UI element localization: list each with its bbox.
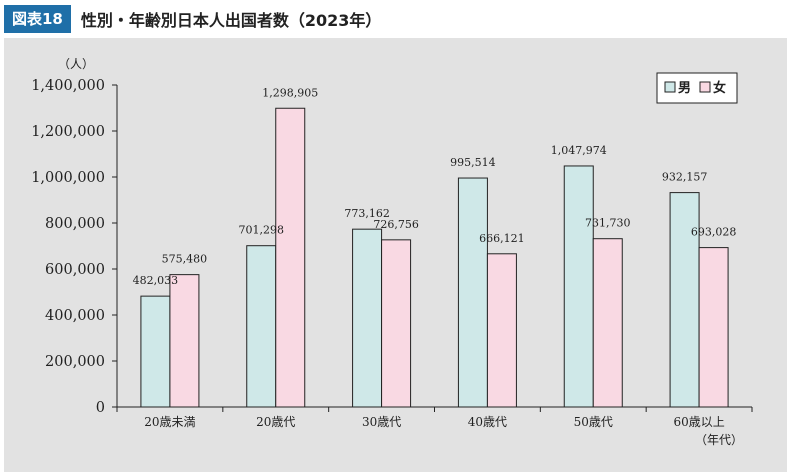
chart-title: 性別・年齢別日本人出国者数（2023年） xyxy=(80,11,382,30)
bar-male xyxy=(563,165,594,408)
data-label-male: 995,514 xyxy=(450,156,496,169)
legend-label-female: 女 xyxy=(713,80,726,96)
axes: 0 200,000 400,000 600,000 800,000 1,000,000 1,… xyxy=(31,78,753,429)
data-labels: 482,033 575,480 701,298 1,298,905 773,162726… xyxy=(133,86,737,287)
bar-female xyxy=(381,239,412,408)
data-label-male: 1,047,974 xyxy=(551,144,607,157)
legend: 男 女 xyxy=(656,72,738,104)
data-label-male: 482,033 xyxy=(133,274,179,287)
y-tick-label: 0 xyxy=(96,400,105,416)
y-tick-label: 400,000 xyxy=(45,308,105,324)
y-tick-label: 800,000 xyxy=(45,216,105,232)
y-tick-label: 200,000 xyxy=(45,354,105,370)
y-tick-label: 1,400,000 xyxy=(31,78,105,94)
bars xyxy=(140,107,729,408)
bar-female xyxy=(592,238,623,408)
x-tick-label: 20歳代 xyxy=(256,415,295,429)
bar-female xyxy=(275,107,306,408)
bar-male xyxy=(669,192,700,408)
data-label-female: 726,756 xyxy=(373,218,419,231)
data-label-male: 773,162 xyxy=(344,207,390,220)
bar-male xyxy=(457,177,488,408)
x-tick-label: 50歳代 xyxy=(574,415,613,429)
figure-number-badge: 図表18 xyxy=(4,5,71,33)
data-label-female: 693,028 xyxy=(691,226,737,239)
y-tick-label: 1,200,000 xyxy=(31,124,105,140)
legend-swatch-male xyxy=(664,81,676,93)
x-tick-label: 40歳代 xyxy=(468,415,507,429)
data-label-female: 1,298,905 xyxy=(262,86,318,99)
y-tick-label: 1,000,000 xyxy=(31,170,105,186)
legend-swatch-female xyxy=(699,81,711,93)
bar-male xyxy=(352,228,383,408)
bar-female xyxy=(698,247,729,408)
data-label-male: 932,157 xyxy=(662,171,708,184)
x-tick-label: 60歳以上 xyxy=(673,415,724,429)
data-label-male: 701,298 xyxy=(239,224,285,237)
bar-male xyxy=(140,295,171,408)
figure-header: 図表18 性別・年齢別日本人出国者数（2023年） xyxy=(4,5,381,33)
data-label-female: 731,730 xyxy=(585,217,631,230)
bar-male xyxy=(246,245,277,408)
x-axis-unit-label: （年代） xyxy=(695,433,743,447)
bar-female xyxy=(169,274,200,408)
legend-label-male: 男 xyxy=(678,81,691,96)
y-tick-label: 600,000 xyxy=(45,262,105,278)
bar-female xyxy=(486,253,517,408)
data-label-female: 575,480 xyxy=(162,253,208,266)
x-tick-label: 30歳代 xyxy=(362,415,401,429)
y-axis-unit-label: （人） xyxy=(58,57,94,71)
data-label-female: 666,121 xyxy=(479,232,525,245)
x-tick-label: 20歳未満 xyxy=(144,415,195,429)
